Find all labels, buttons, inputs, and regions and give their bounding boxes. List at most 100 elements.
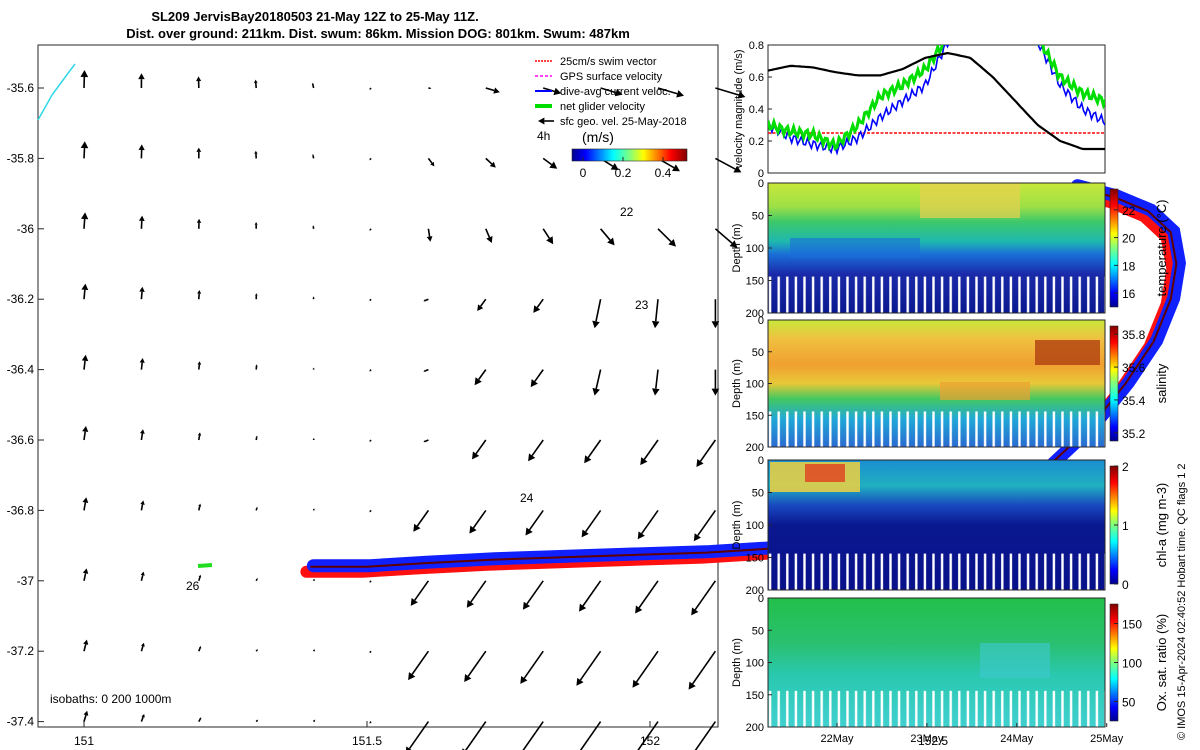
velocity-arrow-shaft: [715, 157, 736, 170]
profile-gaps: [768, 411, 1105, 447]
velocity-arrow-head: [607, 237, 615, 246]
velocity-arrow-shaft: [479, 298, 487, 307]
velocity-arrow-head: [520, 675, 528, 684]
colorbar-tick-label: 2: [1122, 460, 1129, 474]
velocity-arrow-head: [313, 649, 315, 651]
section-colorbar-label: chl-a (mg m-3): [1154, 483, 1169, 568]
geostrophic-velocity-arrows: [80, 70, 746, 750]
velocity-arrow-head: [533, 305, 541, 313]
velocity-arrow-shaft: [312, 649, 316, 652]
time-tick-label: 24May: [1000, 733, 1034, 745]
velocity-arrow-head: [632, 679, 640, 688]
velocity-arrow-shaft: [140, 504, 144, 511]
velocity-arrow-shaft: [255, 719, 258, 723]
velocity-arrow-head: [696, 459, 704, 467]
velocity-arrow-shaft: [638, 580, 659, 609]
velocity-arrow-head: [199, 717, 202, 720]
legend-entry: 25cm/s swim vector: [560, 56, 657, 68]
depth-tick-label: 0: [758, 178, 764, 190]
colorbar-label: 4h: [537, 129, 550, 143]
velocity-arrow-head: [489, 161, 496, 168]
velocity-arrow-shaft: [691, 650, 717, 685]
velocity-arrow-shaft: [655, 369, 659, 389]
colorbar-tick-label: 35.8: [1122, 328, 1146, 342]
velocity-arrow-head: [576, 677, 584, 686]
velocity-arrow-head: [254, 222, 258, 225]
profile-gaps: [768, 276, 1105, 313]
map-y-tick-label: -35.6: [7, 81, 35, 95]
map-x-tick-label: 152.5: [918, 734, 948, 748]
velocity-arrow-head: [672, 164, 680, 172]
velocity-arrow-head: [82, 568, 89, 574]
velocity-arrow-head: [369, 511, 371, 513]
depth-tick-label: 200: [746, 585, 764, 597]
velocity-arrow-head: [405, 746, 412, 750]
velocity-arrow-shaft: [582, 580, 602, 607]
velocity-arrow-shaft: [654, 299, 659, 322]
colorbar-tick-label: 20: [1122, 232, 1136, 246]
velocity-y-tick-label: 0: [758, 168, 764, 180]
velocity-arrow-head: [140, 571, 145, 576]
velocity-arrow-head: [472, 451, 480, 460]
day-label: 23: [635, 298, 649, 312]
velocity-arrow-head: [522, 601, 531, 610]
velocity-arrow-head: [651, 388, 660, 396]
velocity-arrow-head: [581, 529, 589, 538]
chart-subtitle: Dist. over ground: 211km. Dist. swum: 86…: [126, 26, 630, 41]
chart-title: SL209 JervisBay20180503 21-May 12Z to 25…: [151, 9, 478, 24]
velocity-arrow-head: [430, 161, 435, 167]
velocity-arrow-head: [410, 597, 418, 606]
map-y-tick-label: -36.4: [7, 363, 35, 377]
velocity-arrow-head: [733, 165, 742, 173]
depth-tick-label: 0: [758, 455, 764, 467]
velocity-arrow-shaft: [83, 573, 87, 581]
velocity-arrow-shaft: [83, 502, 87, 511]
velocity-arrow-shaft: [416, 509, 430, 527]
velocity-arrow-shaft: [425, 298, 429, 302]
depth-tick-label: 150: [746, 553, 764, 565]
velocity-arrow-head: [312, 296, 315, 298]
velocity-arrow-shaft: [414, 580, 430, 601]
velocity-arrow-shaft: [523, 650, 544, 679]
velocity-arrow-shaft: [715, 87, 739, 96]
velocity-arrow-head: [426, 236, 433, 242]
velocity-arrow-shaft: [697, 509, 717, 536]
velocity-arrow-head: [413, 523, 421, 532]
salty-patch-2: [940, 382, 1030, 400]
velocity-arrow-shaft: [369, 369, 372, 372]
velocity-arrow-shaft: [587, 439, 602, 458]
velocity-arrow-head: [253, 79, 258, 84]
coastline: [37, 63, 76, 121]
velocity-arrow-shaft: [198, 435, 201, 441]
velocity-arrow-head: [196, 76, 202, 82]
legend-entry: GPS surface velocity: [560, 71, 663, 83]
velocity-arrow-head: [553, 87, 562, 96]
velocity-arrow-shaft: [83, 360, 86, 370]
colorbar-title: (m/s): [582, 129, 614, 145]
depth-tick-label: 200: [746, 308, 764, 320]
velocity-arrow-head: [256, 719, 259, 721]
velocity-arrow-head: [369, 300, 371, 302]
velocity-arrow-shaft: [369, 298, 372, 301]
section-panel: 0 50 100 150 200 Depth (m) 50 100 150 Ox. sat. ra…: [731, 593, 1169, 734]
velocity-arrow-shaft: [600, 87, 617, 94]
colorbar-tick-label: 35.2: [1122, 427, 1146, 441]
velocity-arrow-head: [528, 453, 536, 462]
velocity-line: [768, 45, 1105, 152]
section-colorbar-label: Ox. sat. ratio (%): [1154, 614, 1169, 712]
velocity-arrow-shaft: [427, 228, 431, 237]
velocity-y-tick-label: 0.8: [749, 40, 764, 52]
velocity-arrow-shaft: [579, 721, 602, 750]
velocity-arrow-head: [530, 379, 538, 388]
velocity-arrow-head: [311, 82, 315, 86]
velocity-arrow-head: [198, 646, 202, 649]
velocity-arrow-head: [255, 435, 258, 438]
velocity-arrow-shaft: [641, 509, 659, 535]
profile-gaps: [768, 553, 1105, 590]
time-tick-label: 23May: [910, 733, 944, 745]
velocity-arrow-head: [197, 361, 202, 365]
map-y-tick-label: -36.8: [7, 503, 35, 517]
map-y-tick-label: -36.6: [7, 433, 35, 447]
velocity-arrow-head: [312, 225, 315, 227]
velocity-arrow-head: [198, 574, 202, 578]
